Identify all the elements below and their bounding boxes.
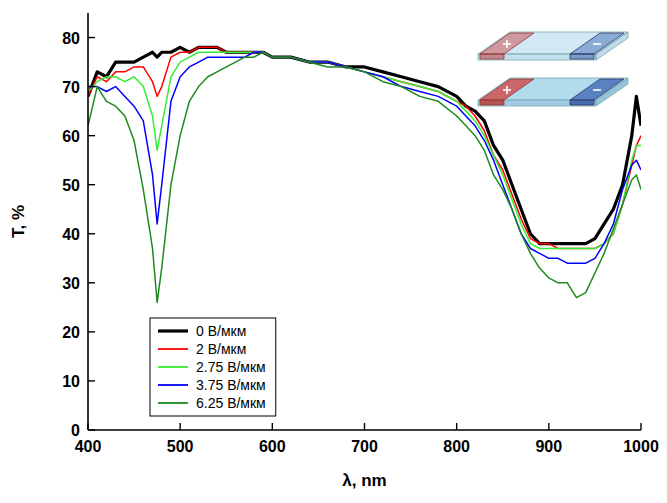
legend-swatch: [158, 348, 188, 350]
x-tick-label: 400: [75, 438, 102, 455]
legend-swatch: [158, 329, 188, 332]
y-tick: [88, 135, 95, 136]
series-line: [88, 52, 641, 302]
legend: 0 В/мкм 2 В/мкм 2.75 В/мкм 3.75 В/мкм 6.25 В…: [150, 318, 276, 416]
y-tick-label: 40: [62, 226, 80, 243]
axes: 0 10 20 30 40 50 60 70 80 400 500 600 700 800 900 1000: [62, 13, 659, 455]
legend-label: 2 В/мкм: [196, 341, 246, 357]
inset-plus: [506, 86, 508, 94]
inset-shape: [570, 79, 624, 100]
chart: 0 10 20 30 40 50 60 70 80 400 500 600 700 800 900 1000 λ…: [0, 0, 667, 503]
x-tick: [87, 423, 88, 430]
legend-swatch: [158, 384, 188, 386]
y-tick: [88, 282, 95, 283]
x-tick: [640, 423, 641, 430]
y-tick: [88, 429, 95, 430]
inset-shape: [478, 54, 596, 60]
series-line: [88, 52, 641, 248]
inset-shape: [570, 33, 624, 54]
series-line: [88, 52, 641, 263]
y-tick: [88, 380, 95, 381]
x-tick-label: 600: [259, 438, 286, 455]
y-tick: [88, 86, 95, 87]
legend-swatch: [158, 366, 188, 368]
inset-schematic: [478, 32, 628, 106]
series-line: [88, 47, 641, 248]
y-tick: [88, 37, 95, 38]
y-tick-label: 10: [62, 373, 80, 390]
y-tick-label: 20: [62, 324, 80, 341]
inset-minus: [593, 89, 601, 91]
y-tick-label: 80: [62, 30, 80, 47]
x-tick-label: 500: [167, 438, 194, 455]
y-axis-line: [87, 13, 89, 430]
x-tick-label: 700: [351, 438, 378, 455]
x-tick: [272, 423, 273, 430]
x-tick-label: 1000: [623, 438, 659, 455]
x-axis-title: λ, nm: [342, 471, 386, 490]
x-tick-label: 900: [535, 438, 562, 455]
y-tick-label: 50: [62, 177, 80, 194]
y-tick: [88, 331, 95, 332]
y-tick-label: 0: [71, 422, 80, 439]
inset-shape: [480, 33, 534, 54]
x-tick: [548, 423, 549, 430]
x-tick-label: 800: [443, 438, 470, 455]
inset-shape: [570, 100, 594, 105]
legend-swatch: [158, 402, 188, 404]
legend-label: 3.75 В/мкм: [196, 377, 266, 393]
inset-minus: [593, 43, 601, 45]
legend-label: 6.25 В/мкм: [196, 395, 266, 411]
y-tick-label: 30: [62, 275, 80, 292]
inset-shape: [480, 79, 534, 100]
x-tick: [179, 423, 180, 430]
y-tick: [88, 184, 95, 185]
inset-shape: [478, 100, 596, 106]
legend-label: 2.75 В/мкм: [196, 359, 266, 375]
series-group: [88, 47, 641, 302]
y-tick-label: 70: [62, 79, 80, 96]
y-tick-label: 60: [62, 128, 80, 145]
x-tick: [456, 423, 457, 430]
x-tick: [364, 423, 365, 430]
inset-shape: [570, 54, 594, 59]
inset-shape: [480, 100, 504, 105]
y-axis-title: T, %: [9, 205, 28, 238]
legend-box: [150, 318, 276, 416]
inset-plus: [506, 40, 508, 48]
legend-label: 0 В/мкм: [196, 323, 246, 339]
y-tick: [88, 233, 95, 234]
inset-shape: [480, 54, 504, 59]
